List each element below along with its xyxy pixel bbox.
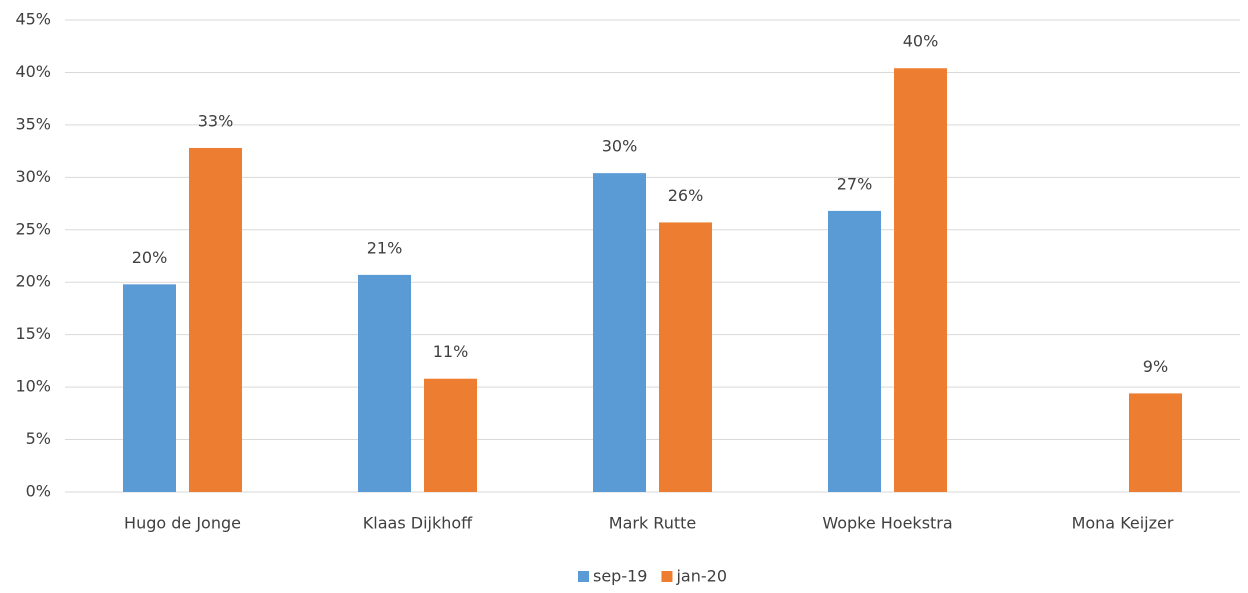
x-tick-label: Wopke Hoekstra (822, 514, 952, 533)
y-tick-label: 25% (15, 219, 51, 238)
y-tick-label: 0% (26, 482, 51, 501)
bar (828, 210, 881, 493)
data-label: 26% (668, 186, 704, 205)
bar (123, 284, 176, 492)
data-label: 33% (198, 111, 234, 130)
data-label: 21% (367, 238, 403, 257)
bar (593, 173, 646, 493)
legend-swatch (578, 571, 589, 582)
y-tick-label: 30% (15, 167, 51, 186)
y-tick-label: 40% (15, 62, 51, 81)
legend-swatch (661, 571, 673, 582)
bar (424, 378, 477, 492)
data-label: 27% (837, 174, 873, 193)
x-tick-label: Klaas Dijkhoff (363, 514, 473, 533)
x-tick-label: Mark Rutte (609, 514, 696, 533)
y-tick-label: 45% (15, 10, 51, 29)
bar (189, 147, 242, 492)
bar (659, 222, 712, 493)
data-label: 40% (903, 32, 939, 51)
data-label: 30% (602, 137, 638, 156)
legend-label: sep-19 (593, 567, 647, 586)
x-tick-label: Hugo de Jonge (124, 514, 241, 533)
x-tick-label: Mona Keijzer (1072, 514, 1174, 533)
bar (358, 274, 411, 492)
y-tick-label: 5% (26, 429, 51, 448)
bar (894, 68, 947, 492)
legend-label: jan-20 (675, 567, 727, 586)
y-tick-label: 10% (15, 377, 51, 396)
data-label: 11% (433, 342, 469, 361)
y-tick-label: 15% (15, 324, 51, 343)
y-tick-label: 20% (15, 272, 51, 291)
data-label: 9% (1143, 357, 1168, 376)
y-tick-label: 35% (15, 114, 51, 133)
bar (1129, 393, 1182, 492)
data-label: 20% (132, 248, 168, 267)
